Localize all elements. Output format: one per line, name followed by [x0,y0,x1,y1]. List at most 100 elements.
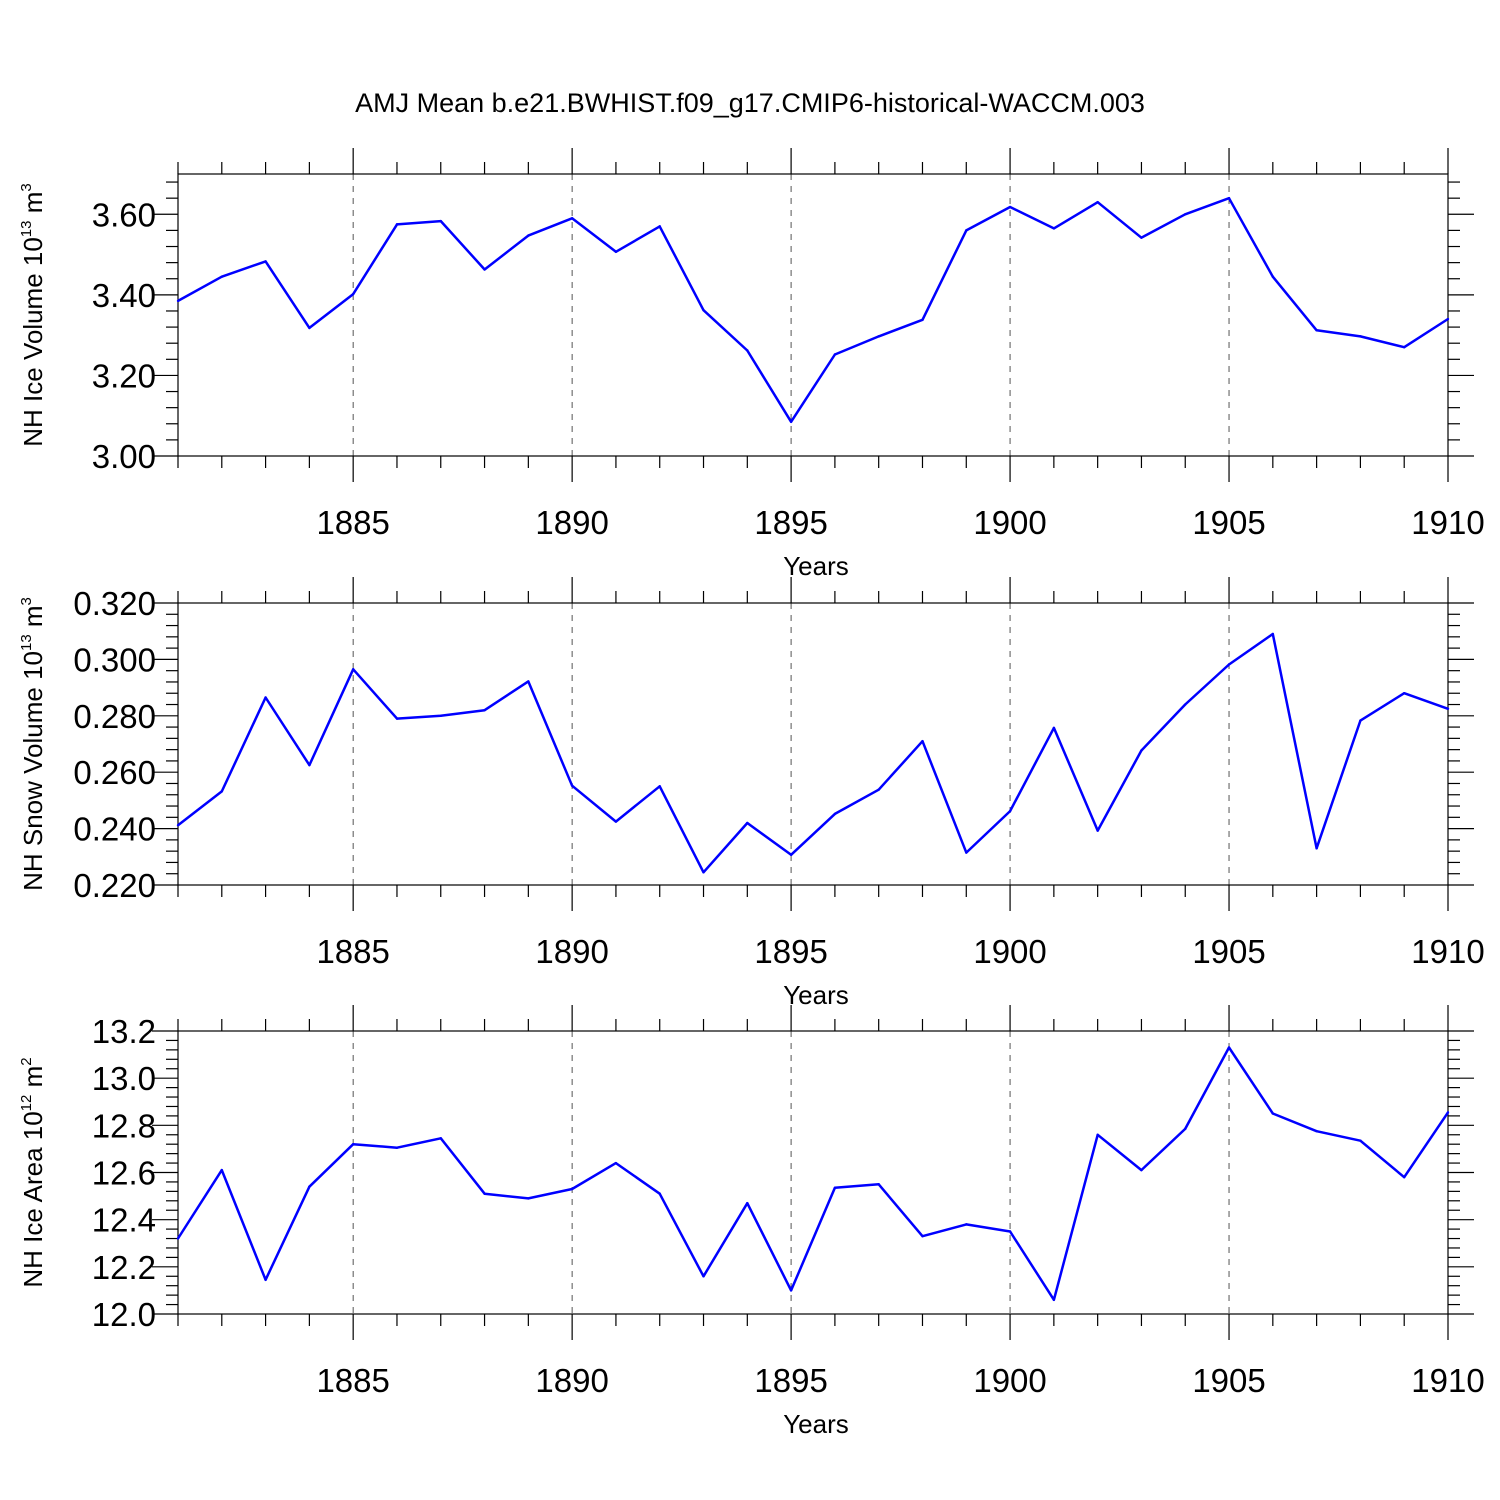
data-point [789,853,793,857]
data-point [833,812,837,816]
data-point [1315,847,1318,850]
y-axis-label-ylabel-unit: m [18,192,48,221]
data-point [570,784,574,787]
data-point [1359,1139,1362,1142]
x-tick-label: 1895 [754,933,827,970]
y-tick-label: 0.260 [73,754,156,791]
x-tick-label: 1885 [316,504,389,541]
data-point [439,219,442,223]
series-line [176,1046,1450,1302]
y-tick-label: 12.2 [92,1249,156,1286]
data-point [527,234,530,237]
data-point [833,353,837,356]
data-point [351,1143,355,1146]
data-point [1315,1130,1318,1133]
x-tick-label: 1900 [973,1362,1046,1399]
y-axis-label-ylabel-unit-exp: 3 [18,597,35,605]
data-point [1227,663,1231,666]
data-point [1052,726,1056,730]
data-point [746,349,749,352]
y-tick-label: 13.0 [92,1060,156,1097]
data-point [220,1168,223,1172]
plot-frame [177,173,1449,457]
data-point [746,821,749,825]
x-tick-label: 1910 [1411,933,1484,970]
data-point [1184,213,1187,216]
y-tick-label: 0.220 [73,867,156,904]
data-point [658,1192,661,1195]
y-tick-label: 12.0 [92,1296,156,1333]
x-tick-label: 1895 [754,1362,827,1399]
y-axis-label-ylabel: NH Snow Volume 10 [18,651,48,891]
figure-title: AMJ Mean b.e21.BWHIST.f09_g17.CMIP6-hist… [355,88,1145,118]
y-axis-label-ylabel-exp: 13 [18,220,35,237]
x-tick-label: 1900 [973,504,1046,541]
plot-frame [177,602,1449,886]
y-axis-label-ylabel: NH Ice Area 10 [18,1111,48,1287]
data-point [1052,227,1056,230]
data-point [877,788,880,791]
data-point [921,318,924,322]
y-tick-label: 12.4 [92,1202,156,1239]
data-point [921,1234,924,1238]
x-tick-label: 1900 [973,933,1046,970]
data-point [308,1185,311,1188]
data-point [965,1223,968,1226]
data-point [439,714,442,717]
data-point [614,820,618,823]
data-point [1403,346,1406,349]
data-point [1446,1111,1450,1114]
data-point [614,1161,618,1165]
data-point [1227,196,1231,200]
x-tick-label: 1885 [316,933,389,970]
panels: 3.00 3.20 3.40 3.60 1885 1890 1895 1900 1905 1910… [18,148,1485,1439]
data-point [308,326,311,330]
x-tick-label: 1905 [1192,504,1265,541]
data-point [527,1197,530,1200]
x-tick-label: 1910 [1411,504,1484,541]
data-point [702,1275,705,1278]
data-point [1184,703,1187,706]
x-tick-label: 1890 [535,933,608,970]
x-tick-label: 1885 [316,1362,389,1399]
x-axis-label: Years [783,1409,849,1439]
x-tick-label: 1905 [1192,933,1265,970]
data-point [658,785,661,788]
panel-1: 3.00 3.20 3.40 3.60 1885 1890 1895 1900 1905 1910… [18,148,1485,581]
data-point [483,708,486,712]
x-tick-label: 1890 [535,504,608,541]
data-point [1359,335,1362,338]
data-point [176,1237,180,1240]
data-point [1096,201,1099,204]
data-point [220,790,223,793]
data-point [1403,692,1406,695]
data-point [1140,749,1143,752]
panel-2: 0.220 0.240 0.260 0.280 0.300 0.320 1885 1890 18… [18,577,1485,1010]
y-tick-label: 0.300 [73,641,156,678]
data-point [789,1289,793,1292]
data-point [570,1187,574,1191]
data-point [483,268,486,271]
y-axis-label-ylabel-unit-exp: 2 [18,1057,35,1065]
data-point [1315,329,1318,332]
y-tick-label: 3.60 [92,196,156,233]
data-point [746,1201,749,1205]
data-point [176,299,180,303]
data-point [1359,719,1362,722]
x-tick-label: 1895 [754,504,827,541]
y-tick-label: 0.320 [73,585,156,622]
y-axis-label-ylabel-exp: 12 [18,1095,35,1112]
data-point [1446,317,1450,321]
series-line [177,196,1449,424]
y-tick-label: 12.6 [92,1155,156,1192]
data-point [220,275,223,278]
y-axis-label-ylabel-unit-exp: 3 [18,183,35,191]
data-point [1227,1046,1231,1049]
data-point [1052,1298,1056,1302]
data-point [1008,1230,1012,1233]
y-tick-label: 13.2 [92,1013,156,1050]
y-axis-label: NH Snow Volume 1013 m3 [18,597,48,891]
y-axis-label-ylabel-unit: m [18,605,48,634]
data-point [877,1183,880,1186]
